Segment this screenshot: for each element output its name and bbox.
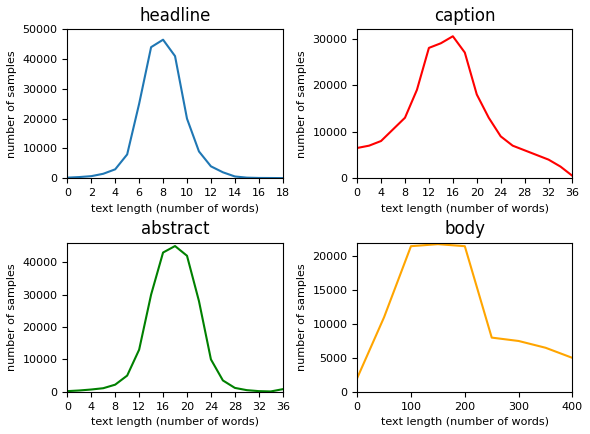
Title: caption: caption xyxy=(434,7,496,25)
Y-axis label: number of samples: number of samples xyxy=(7,263,17,371)
Y-axis label: number of samples: number of samples xyxy=(7,50,17,158)
Title: abstract: abstract xyxy=(141,220,209,238)
X-axis label: text length (number of words): text length (number of words) xyxy=(91,204,259,214)
Title: headline: headline xyxy=(139,7,211,25)
X-axis label: text length (number of words): text length (number of words) xyxy=(381,204,549,214)
X-axis label: text length (number of words): text length (number of words) xyxy=(381,417,549,427)
Title: body: body xyxy=(444,220,486,238)
Y-axis label: number of samples: number of samples xyxy=(297,50,307,158)
Y-axis label: number of samples: number of samples xyxy=(297,263,307,371)
X-axis label: text length (number of words): text length (number of words) xyxy=(91,417,259,427)
